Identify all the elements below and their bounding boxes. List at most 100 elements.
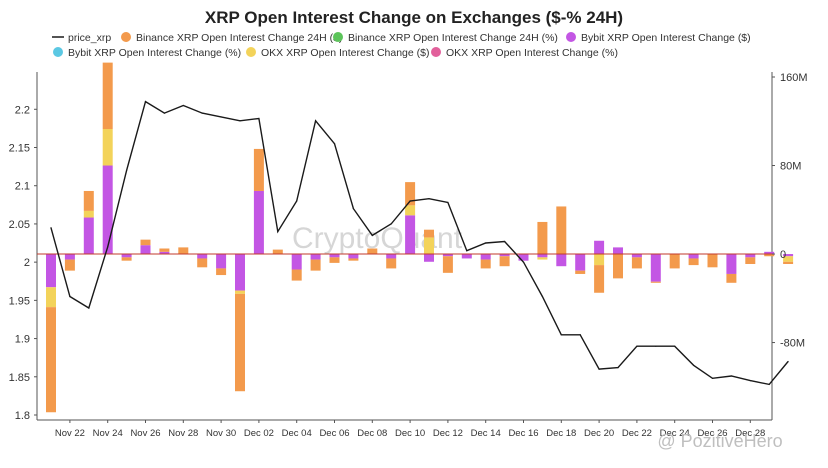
bar-segment [631,257,642,269]
credit-text: @ PozitiveHero [657,431,782,451]
bar-segment [235,254,245,291]
price-point [409,200,411,202]
bar-segment [537,257,548,260]
bar-segment [253,190,264,255]
price-point [579,334,581,336]
chart-title: XRP Open Interest Change on Exchanges ($… [205,8,623,27]
bar-segment [764,254,775,257]
bar-segment [348,254,359,259]
bar-segment [726,254,737,274]
bar-segment [518,254,529,261]
bar-segment [291,254,302,270]
bar-segment [631,254,642,258]
bar-segment [405,205,416,216]
bar-segment [348,258,359,261]
price-point [352,208,354,210]
plot-area [36,62,794,421]
x-tick-label: Nov 24 [93,428,123,439]
bar-segment [46,287,56,308]
bar-segment [83,217,94,255]
price-point [390,223,392,225]
bar-segment [83,210,94,218]
x-axis: Nov 22 Nov 24 Nov 26 Nov 28 Nov 30 Dec 02 Dec … [55,420,765,439]
bar-segment [442,254,453,257]
x-tick-label: Dec 26 [697,428,727,439]
price-point [201,112,203,114]
price-point [277,230,279,233]
x-tick-label: Dec 20 [584,428,614,439]
price-point [541,295,544,298]
bar-segment [102,165,113,255]
legend-dot-marker [431,47,441,57]
price-point [107,246,109,248]
x-tick-label: Dec 18 [546,428,576,439]
left-tick-label: 2.05 [9,219,30,231]
bar-segment [613,254,623,279]
legend-label: Bybit XRP Open Interest Change (%) [68,47,241,59]
price-point [693,364,695,366]
bar-segment [405,182,416,206]
price-point [88,307,90,309]
bar-segment [424,237,434,255]
price-point [560,334,562,336]
bar-segment [424,254,434,262]
legend-label: OKX XRP Open Interest Change (%) [446,47,618,59]
price-point [749,380,751,382]
price-point [655,345,657,347]
bar-segment [783,254,794,257]
watermark: CryptoQuant [292,222,463,255]
bar-segment [121,257,132,261]
x-tick-label: Dec 06 [319,428,349,439]
price-point [144,101,147,103]
left-tick-label: 2.15 [9,143,30,155]
bar-segment [594,254,605,266]
price-point [239,120,241,122]
x-tick-label: Dec 02 [244,428,274,439]
legend-label: OKX XRP Open Interest Change ($) [261,47,429,59]
price-line [50,100,789,386]
price-point [598,368,600,370]
price-point [50,227,52,229]
price-point [504,240,506,243]
bar-segment [329,254,340,258]
bar-segment [499,256,510,267]
bar-segment [424,229,434,238]
bar-segment [64,259,75,271]
legend-dot-marker [53,47,63,57]
bar-segment [64,254,75,260]
right-tick-label: 0 [780,249,786,261]
bar-segment [745,257,756,264]
bar-segment [216,268,227,276]
price-point [636,345,638,347]
legend-label: Bybit XRP Open Interest Change ($) [581,32,751,44]
left-tick-label: 2.2 [15,104,30,116]
price-point [371,234,373,236]
bar-segment [253,148,264,191]
bar-segment [650,254,661,282]
x-tick-label: Dec 16 [508,428,538,439]
bar-segment [480,259,491,269]
bar-segment [405,215,416,255]
bar-segment [367,248,378,255]
price-point [69,295,71,298]
bar-segment [235,293,245,392]
bar-segment [140,239,151,246]
legend-dot-marker [246,47,256,57]
bar-segment [745,254,756,258]
price-point [711,377,714,379]
bar-segment [556,206,567,255]
bar-segment [613,247,623,255]
bar-segment [594,240,605,255]
x-tick-label: Dec 12 [433,428,463,439]
bar-segment [310,259,321,271]
price-point [730,375,733,377]
bar-segment [235,290,245,294]
bar-segment [329,257,340,263]
x-tick-label: Nov 22 [55,428,85,439]
bar-segment [442,256,453,273]
right-axis: -80M 0 80M 160M [772,72,808,350]
x-tick-label: Dec 10 [395,428,425,439]
price-point [485,242,487,244]
price-point [333,143,336,145]
